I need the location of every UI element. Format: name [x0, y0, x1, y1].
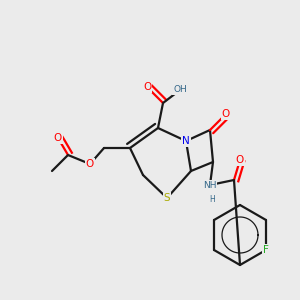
Text: N: N — [182, 136, 190, 146]
Text: NH: NH — [203, 181, 217, 190]
Text: OH: OH — [173, 85, 187, 94]
Text: O: O — [86, 159, 94, 169]
Text: S: S — [164, 193, 170, 203]
Text: O: O — [54, 133, 62, 143]
Text: F: F — [263, 245, 269, 255]
Text: O: O — [222, 109, 230, 119]
Text: O: O — [236, 155, 244, 165]
Text: O: O — [143, 82, 151, 92]
Text: H: H — [209, 194, 215, 203]
